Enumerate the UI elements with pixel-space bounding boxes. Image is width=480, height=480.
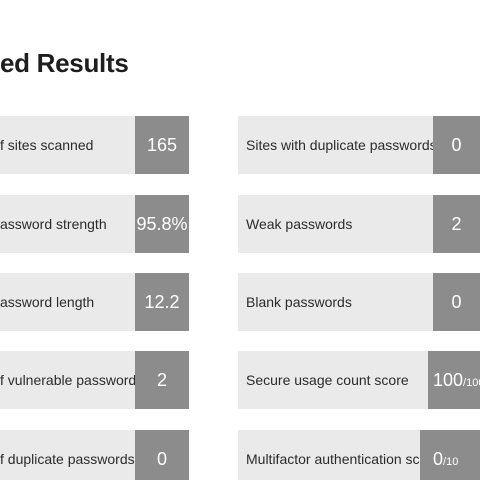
result-label: Sites with duplicate passwords (238, 116, 433, 174)
result-label: Multifactor authentication score (238, 430, 420, 480)
result-value: 2 (135, 351, 189, 409)
score-number: 100 (433, 369, 464, 390)
score-number: 0 (433, 448, 444, 469)
result-value: 0 (135, 430, 189, 480)
result-row-weak-passwords: Weak passwords 2 (238, 195, 480, 253)
score-suffix: /10 (443, 456, 459, 468)
result-value: 95.8% (135, 195, 189, 253)
result-row-vulnerable-passwords: f vulnerable passwords 2 (0, 351, 189, 409)
result-label: f vulnerable passwords (0, 351, 135, 409)
result-value: 0 (433, 273, 480, 331)
page-title: ed Results (0, 48, 129, 78)
result-row-sites-duplicate-passwords: Sites with duplicate passwords 0 (238, 116, 480, 174)
result-row-blank-passwords: Blank passwords 0 (238, 273, 480, 331)
result-label: Secure usage count score (238, 351, 428, 409)
result-label: assword strength (0, 195, 135, 253)
result-row-secure-usage-score: Secure usage count score 100/100 (238, 351, 480, 409)
result-row-duplicate-passwords: f duplicate passwords 0 (0, 430, 189, 480)
result-label: Blank passwords (238, 273, 433, 331)
result-label: f duplicate passwords (0, 430, 135, 480)
result-value: 12.2 (135, 273, 189, 331)
score-suffix: /100 (463, 377, 480, 389)
result-value: 0 (433, 116, 480, 174)
result-row-password-length: assword length 12.2 (0, 273, 189, 331)
result-row-multifactor-score: Multifactor authentication score 0/10 (238, 430, 480, 480)
result-value: 0/10 (420, 430, 480, 480)
result-value: 100/100 (428, 351, 480, 409)
result-row-sites-scanned: f sites scanned 165 (0, 116, 189, 174)
result-value: 165 (135, 116, 189, 174)
result-row-password-strength: assword strength 95.8% (0, 195, 189, 253)
result-label: assword length (0, 273, 135, 331)
result-label: Weak passwords (238, 195, 433, 253)
result-label: f sites scanned (0, 116, 135, 174)
result-value: 2 (433, 195, 480, 253)
